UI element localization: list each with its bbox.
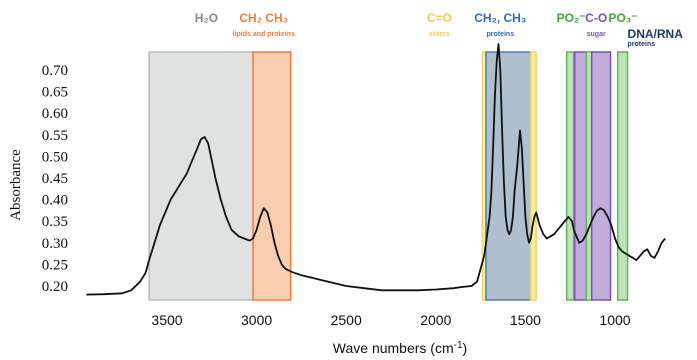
axis-ticks: 0.20 0.25 0.30 0.35 0.40 0.45 0.50 0.55 0.60 0.65…	[42, 63, 631, 328]
x-tick-label-2: 2500	[331, 312, 362, 328]
band-label-3: CH₂, CH₃	[474, 11, 526, 25]
band-label-2: C=O	[427, 11, 452, 25]
x-tick-label-4: 1500	[510, 312, 541, 328]
x-axis-title-sup: -1	[454, 340, 463, 351]
x-axis-title-suffix: )	[463, 340, 468, 356]
band-regions	[148, 51, 629, 301]
y-tick-label-5: 0.45	[42, 171, 68, 187]
band-region-1	[252, 51, 292, 301]
x-tick-label-1: 3000	[241, 312, 272, 328]
y-tick-label-6: 0.50	[42, 149, 68, 165]
band-sublabel-1: lipids and proteins	[233, 31, 295, 38]
band-annotations: H₂O CH₂ CH₃ lipids and proteins C=O esters CH…	[195, 11, 683, 48]
y-tick-label-4: 0.40	[42, 193, 68, 209]
band-region-6	[573, 51, 588, 301]
x-tick-label-3: 2000	[420, 312, 451, 328]
band-region-0	[148, 51, 254, 301]
y-tick-label-7: 0.55	[42, 128, 68, 144]
y-axis-title: Absorbance	[8, 149, 24, 221]
y-tick-label-1: 0.25	[42, 257, 68, 273]
y-tick-label-0: 0.20	[42, 279, 68, 295]
band-region-7	[585, 51, 593, 301]
y-tick-label-10: 0.70	[42, 63, 68, 79]
band-label-5: C-O	[585, 11, 607, 25]
band-region-9	[616, 51, 629, 301]
band-label-1: CH₂ CH₃	[239, 11, 288, 25]
x-axis-title: Wave numbers (cm-1)	[333, 340, 467, 356]
band-label-7: DNA/RNA	[628, 27, 684, 41]
x-tick-label-0: 3500	[151, 312, 182, 328]
absorbance-spectrum-line	[86, 43, 666, 296]
band-label-4: PO₂⁻	[557, 11, 586, 25]
y-tick-label-3: 0.35	[42, 214, 68, 230]
band-label-0: H₂O	[195, 11, 218, 25]
y-tick-label-2: 0.30	[42, 236, 68, 252]
band-region-5	[565, 51, 575, 301]
band-sublabel-7: proteins	[628, 41, 656, 48]
x-axis-title-main: Wave numbers (cm	[333, 340, 454, 356]
y-tick-label-9: 0.65	[42, 85, 68, 101]
y-tick-label-8: 0.60	[42, 106, 68, 122]
band-sublabel-5: sugar	[587, 31, 606, 38]
x-tick-label-5: 1000	[599, 312, 630, 328]
band-label-6: PO₃⁻	[608, 11, 637, 25]
band-sublabel-2: esters	[429, 31, 450, 38]
band-region-4	[530, 51, 537, 301]
band-region-8	[590, 51, 612, 301]
band-sublabel-3: proteins	[486, 31, 514, 38]
